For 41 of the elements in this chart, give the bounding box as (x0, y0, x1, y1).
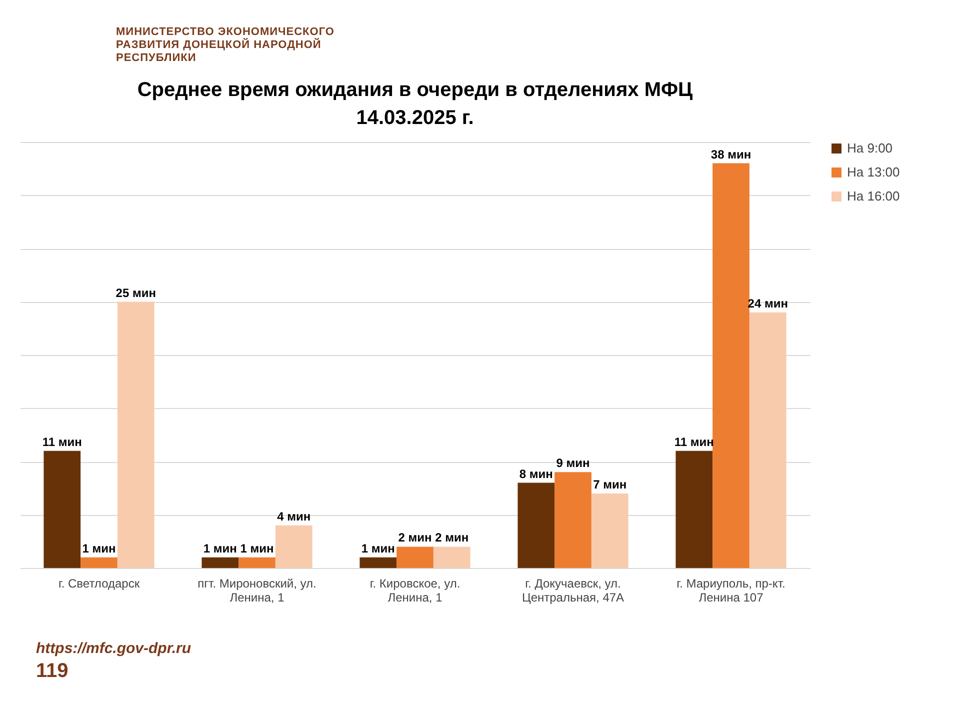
bar (44, 450, 81, 568)
text: Среднее время ожидания в очереди в отделениях МФЦ (137, 79, 693, 101)
x-tick-label: г. Кировское, ул. Ленина, 1 (370, 576, 460, 604)
data-label: 7 мин (593, 477, 627, 492)
text: МИНИСТЕРСТВО ЭКОНОМИЧЕСКОГО РАЗВИТИЯ ДОНЕЦКОЙ НАРОДНОЙ РЕСПУБЛИКИ (116, 26, 336, 65)
legend-label: На 9:00 (847, 140, 893, 156)
bar (676, 450, 713, 568)
data-label: 1 мин (203, 541, 237, 556)
bar (360, 557, 397, 568)
data-label: 2 мин (435, 530, 469, 545)
data-label: 1 мин (361, 541, 395, 556)
data-label: 4 мин (277, 509, 311, 524)
data-label: 25 мин (116, 286, 156, 300)
bar (80, 557, 118, 568)
data-label: 11 мин (42, 434, 82, 449)
bar (518, 482, 555, 568)
text: 14.03.2025 г. (356, 107, 474, 129)
legend-label: На 16:00 (847, 188, 900, 204)
bar (554, 472, 592, 568)
data-label: 1 мин (82, 541, 116, 556)
bar (712, 163, 750, 568)
legend-label: На 13:00 (847, 164, 900, 180)
x-tick-label: г. Мариуполь, пр-кт. Ленина 107 (676, 576, 786, 604)
bar (275, 525, 312, 568)
data-label: 8 мин (519, 466, 553, 481)
x-tick-label: г. Докучаевск, ул. Центральная, 47А (522, 576, 624, 604)
bar (396, 546, 434, 568)
data-label: 9 мин (556, 456, 590, 470)
data-label: 38 мин (710, 147, 752, 162)
bar (433, 546, 470, 568)
bar (749, 312, 786, 568)
data-label: 2 мин (398, 530, 432, 545)
bar (591, 493, 628, 568)
x-tick-label: г. Светлодарск (58, 576, 140, 590)
data-label: 1 мин (240, 541, 274, 556)
text: 119 (36, 660, 68, 683)
text: https://mfc.gov-dpr.ru (36, 640, 191, 657)
x-tick-label: пгт. Мироновский, ул. Ленина, 1 (198, 576, 316, 604)
bar (238, 557, 276, 568)
bar (202, 557, 239, 568)
bar (117, 302, 154, 568)
